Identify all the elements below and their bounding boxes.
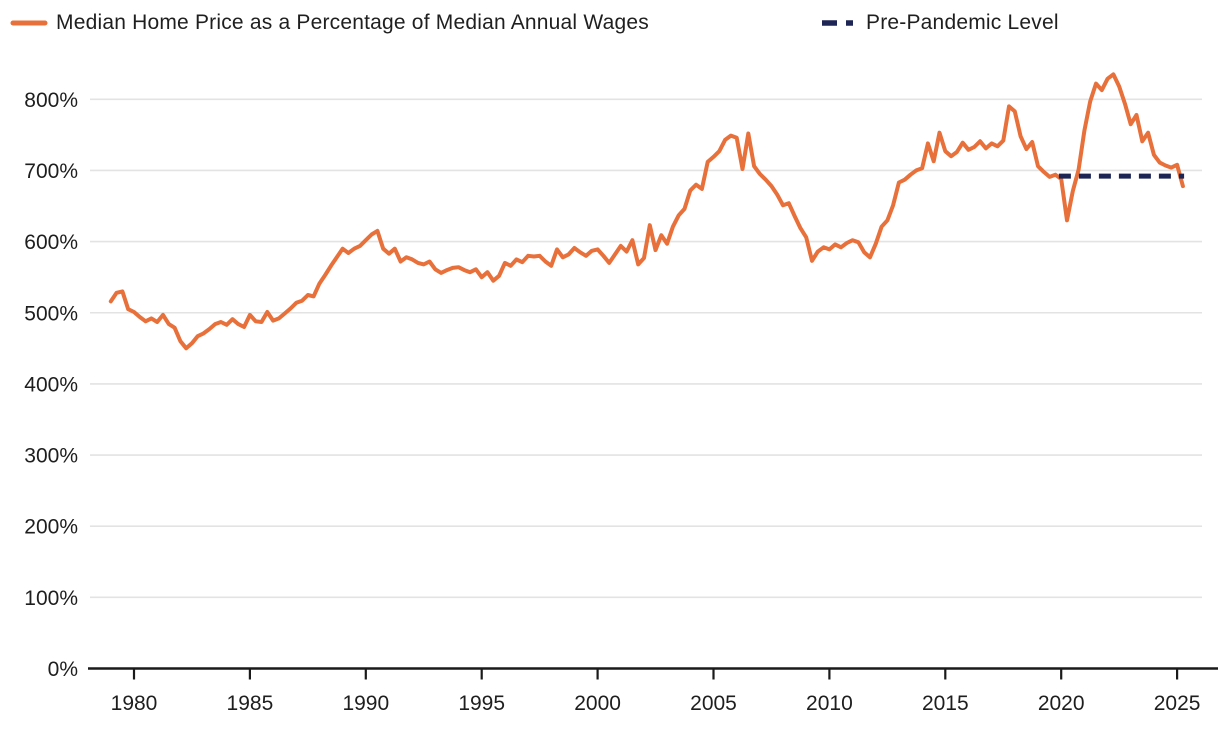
y-tick-label: 400%: [24, 373, 78, 396]
x-tick-label: 1985: [227, 692, 274, 715]
x-tick-label: 2015: [922, 692, 969, 715]
chart-legend: Median Home Price as a Percentage of Med…: [0, 0, 1220, 46]
x-tick-label: 2025: [1154, 692, 1201, 715]
y-tick-label: 600%: [24, 231, 78, 254]
y-tick-label: 0%: [48, 658, 78, 681]
x-tick-label: 2005: [690, 692, 737, 715]
legend-label-pre-pandemic: Pre-Pandemic Level: [866, 11, 1059, 34]
x-tick-label: 2020: [1038, 692, 1085, 715]
y-tick-label: 800%: [24, 89, 78, 112]
legend-item-pre-pandemic: Pre-Pandemic Level: [820, 11, 1059, 35]
y-tick-label: 500%: [24, 302, 78, 325]
x-tick-label: 1980: [111, 692, 158, 715]
legend-item-home-price: Median Home Price as a Percentage of Med…: [10, 11, 649, 35]
home-price-series-line: [108, 72, 1185, 351]
navy-dashed-line-sample-icon: [822, 20, 858, 26]
y-tick-label: 200%: [24, 516, 78, 539]
x-tick-label: 1990: [342, 692, 389, 715]
x-tick-label: 1995: [458, 692, 505, 715]
y-tick-label: 300%: [24, 445, 78, 468]
legend-label-home-price: Median Home Price as a Percentage of Med…: [56, 11, 649, 34]
x-tick-label: 2010: [806, 692, 853, 715]
y-tick-label: 100%: [24, 587, 78, 610]
orange-line-sample-icon: [10, 20, 48, 26]
y-tick-label: 700%: [24, 160, 78, 183]
x-tick-label: 2000: [574, 692, 621, 715]
